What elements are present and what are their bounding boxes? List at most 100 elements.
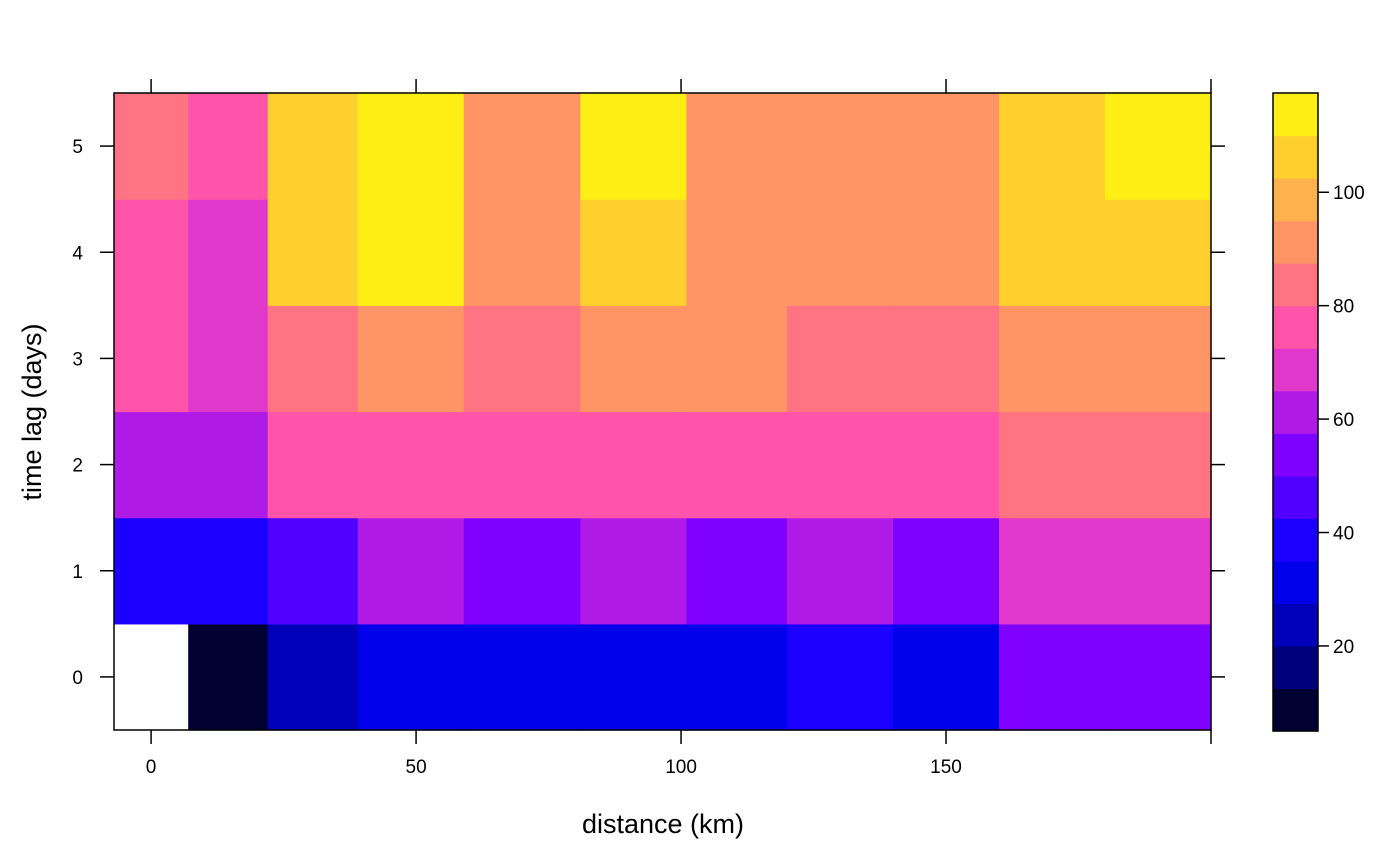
heatmap-cell (188, 93, 269, 200)
heatmap-cell (1105, 411, 1212, 519)
heatmap-cell (787, 517, 894, 625)
y-tick-label: 1 (72, 562, 83, 583)
heatmap-cell (787, 93, 894, 200)
colorbar-swatch (1273, 135, 1318, 179)
x-axis-title: distance (km) (582, 809, 744, 839)
heatmap-cell (999, 411, 1106, 519)
heatmap-cell (463, 623, 581, 731)
heatmap-cell (463, 199, 581, 306)
heatmap-cell (580, 93, 687, 200)
colorbar-swatch (1273, 518, 1318, 562)
heatmap-cell (787, 411, 894, 519)
heatmap-cell (267, 517, 359, 625)
heatmap-cell (1105, 517, 1212, 625)
colorbar-tick-label: 80 (1333, 297, 1354, 318)
colorbar-swatch (1273, 178, 1318, 222)
y-tick-label: 0 (72, 668, 83, 689)
x-tick-label: 150 (930, 757, 962, 778)
heatmap-cell (893, 517, 1000, 625)
heatmap-cell (357, 623, 465, 731)
heatmap-cell (188, 199, 269, 306)
heatmap-cells (114, 93, 1212, 731)
heatmap-cell (267, 305, 359, 413)
colorbar-swatch (1273, 348, 1318, 392)
heatmap-cell (114, 623, 189, 731)
heatmap-cell (188, 305, 269, 413)
heatmap-cell (114, 411, 189, 519)
colorbar-swatch (1273, 263, 1318, 307)
heatmap-cell (357, 93, 465, 200)
heatmap-cell (1105, 623, 1212, 731)
colorbar: 20 40 60 80 100 (1272, 92, 1365, 732)
colorbar-swatch (1273, 220, 1318, 264)
heatmap-cell (1105, 305, 1212, 413)
heatmap-cell (267, 199, 359, 306)
heatmap-cell (893, 623, 1000, 731)
heatmap-cell (580, 623, 687, 731)
colorbar-frame (1272, 92, 1319, 732)
heatmap-cell (686, 93, 788, 200)
heatmap-cell (999, 517, 1106, 625)
y-tick-label: 2 (72, 456, 83, 477)
heatmap-cell (114, 305, 189, 413)
heatmap-cell (188, 517, 269, 625)
y-axis-title: time lag (days) (17, 323, 47, 500)
heatmap-cell (787, 199, 894, 306)
heatmap-cell (787, 623, 894, 731)
heatmap-cell (580, 305, 687, 413)
colorbar-swatch (1273, 433, 1318, 477)
heatmap-cell (463, 411, 581, 519)
heatmap-cell (188, 623, 269, 731)
heatmap-cell (357, 199, 465, 306)
heatmap-cell (357, 411, 465, 519)
heatmap-cell (357, 517, 465, 625)
x-tick-label: 0 (146, 757, 157, 778)
colorbar-swatch (1273, 560, 1318, 604)
heatmap-cell (463, 517, 581, 625)
colorbar-swatch (1273, 603, 1318, 647)
heatmap-cell (999, 305, 1106, 413)
colorbar-swatch (1273, 390, 1318, 434)
heatmap-cell (267, 411, 359, 519)
heatmap-cell (267, 623, 359, 731)
plot-frame (113, 92, 1212, 731)
heatmap-cell (686, 623, 788, 731)
heatmap-cell (357, 305, 465, 413)
heatmap-cell (893, 93, 1000, 200)
heatmap-cell (999, 623, 1106, 731)
heatmap-cell (893, 305, 1000, 413)
heatmap-cell (463, 305, 581, 413)
heatmap-cell (686, 305, 788, 413)
colorbar-swatch (1273, 645, 1318, 690)
colorbar-swatch (1273, 475, 1318, 519)
colorbar-tick-label: 20 (1333, 637, 1354, 658)
heatmap-cell (463, 93, 581, 200)
colorbar-swatch (1273, 688, 1318, 732)
heatmap-cell (1105, 199, 1212, 306)
y-tick-label: 4 (72, 243, 83, 264)
heatmap-cell (1105, 93, 1212, 200)
heatmap-cell (114, 199, 189, 306)
heatmap-cell (686, 411, 788, 519)
x-tick-label: 100 (665, 757, 697, 778)
heatmap-cell (893, 411, 1000, 519)
x-tick-label: 50 (406, 757, 427, 778)
heatmap-cell (580, 199, 687, 306)
colorbar-swatch (1273, 93, 1318, 137)
heatmap-cell (893, 199, 1000, 306)
heatmap-cell (580, 411, 687, 519)
colorbar-tick-label: 40 (1333, 524, 1354, 545)
colorbar-swatch (1273, 305, 1318, 349)
heatmap-cell (787, 305, 894, 413)
colorbar-tick-label: 60 (1333, 410, 1354, 431)
heatmap-cell (580, 517, 687, 625)
heatmap-cell (188, 411, 269, 519)
heatmap-cell (267, 93, 359, 200)
heatmap-cell (999, 199, 1106, 306)
colorbar-tick-label: 100 (1333, 183, 1365, 204)
y-tick-label: 5 (72, 137, 83, 158)
heatmap-cell (999, 93, 1106, 200)
heatmap-cell (114, 93, 189, 200)
heatmap-cell (686, 517, 788, 625)
